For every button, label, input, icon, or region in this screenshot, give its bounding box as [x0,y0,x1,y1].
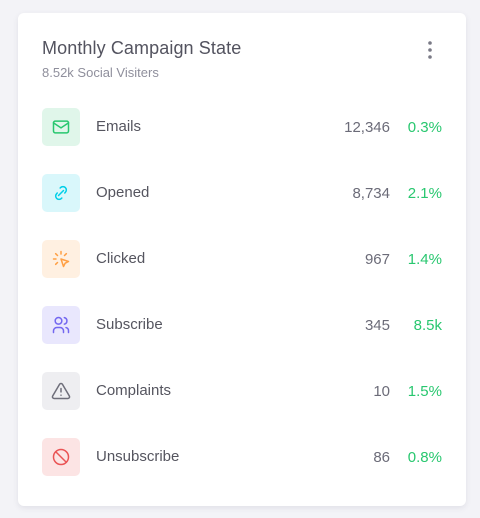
dots-vertical-icon[interactable] [422,39,438,61]
users-icon [42,306,80,344]
campaign-list: Emails 12,346 0.3% Opened 8,734 2.1% [42,108,442,504]
list-item-opened: Opened 8,734 2.1% [42,174,442,212]
item-value: 8,734 [352,185,390,202]
campaign-state-card: Monthly Campaign State 8.52k Social Visi… [18,13,466,506]
pointer-click-icon [42,240,80,278]
list-item-unsubscribe: Unsubscribe 86 0.8% [42,438,442,476]
item-value: 86 [373,449,390,466]
alert-triangle-icon [42,372,80,410]
item-change: 1.5% [407,383,442,400]
item-label: Emails [96,118,142,135]
list-item-clicked: Clicked 967 1.4% [42,240,442,278]
card-header: Monthly Campaign State 8.52k Social Visi… [42,37,442,81]
list-item-complaints: Complaints 10 1.5% [42,372,442,410]
item-label: Unsubscribe [96,448,180,465]
item-change: 1.4% [407,251,442,268]
item-label: Complaints [96,382,172,399]
item-label: Subscribe [96,316,163,333]
card-subtitle: 8.52k Social Visiters [42,65,159,80]
item-change: 2.1% [407,185,442,202]
ban-icon [42,438,80,476]
item-change: 8.5k [413,317,442,334]
link-icon [42,174,80,212]
item-change: 0.8% [407,449,442,466]
list-item-emails: Emails 12,346 0.3% [42,108,442,146]
item-value: 10 [373,383,390,400]
item-label: Clicked [96,250,146,267]
item-change: 0.3% [407,119,442,136]
item-value: 345 [364,317,390,334]
item-label: Opened [96,184,150,201]
mail-icon [42,108,80,146]
list-item-subscribe: Subscribe 345 8.5k [42,306,442,344]
item-value: 12,346 [344,119,390,136]
item-value: 967 [364,251,390,268]
card-title: Monthly Campaign State [42,38,242,58]
